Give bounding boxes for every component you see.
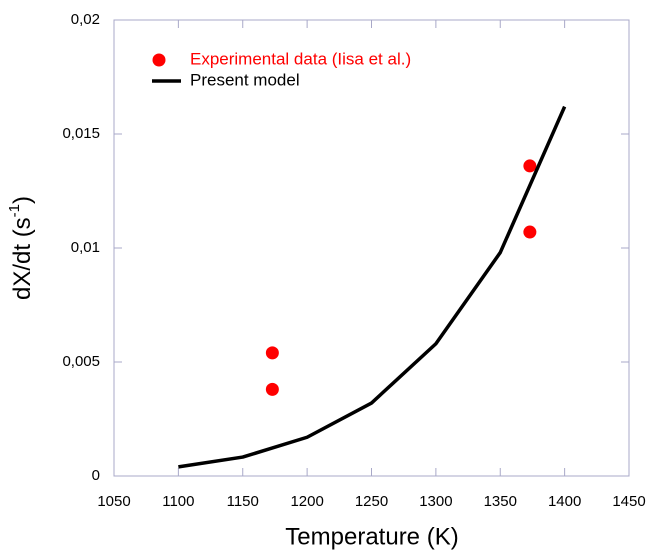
y-axis-label-sup: -1 — [6, 204, 23, 217]
x-tick-label: 1100 — [162, 493, 194, 510]
legend-label: Experimental data (Iisa et al.) — [190, 49, 411, 68]
x-axis-label: Temperature (K) — [285, 523, 458, 550]
y-axis-label-part: dX/dt (s — [9, 217, 36, 300]
x-tick-label: 1400 — [548, 493, 581, 510]
legend-marker — [152, 53, 166, 67]
data-point — [523, 159, 537, 173]
x-tick-label: 1450 — [612, 493, 645, 510]
y-tick-label: 0 — [92, 467, 100, 484]
model-line — [178, 105, 567, 469]
y-axis-label: dX/dt (s-1) — [6, 196, 36, 300]
y-tick-label: 0,02 — [71, 11, 100, 28]
data-point — [523, 225, 537, 239]
data-point — [265, 346, 279, 360]
y-tick-label: 0,015 — [62, 125, 100, 142]
x-tick-label: 1250 — [355, 493, 388, 510]
y-tick-label: 0,01 — [71, 239, 100, 256]
x-tick-label: 1300 — [419, 493, 452, 510]
y-axis-label-part: ) — [9, 196, 36, 204]
y-tick-label: 0,005 — [62, 353, 100, 370]
x-tick-label: 1200 — [290, 493, 323, 510]
x-tick-label: 1350 — [484, 493, 517, 510]
x-tick-label: 1150 — [227, 493, 259, 510]
x-tick-label: 1050 — [97, 493, 130, 510]
data-point — [265, 382, 279, 396]
legend-label: Present model — [190, 70, 300, 89]
